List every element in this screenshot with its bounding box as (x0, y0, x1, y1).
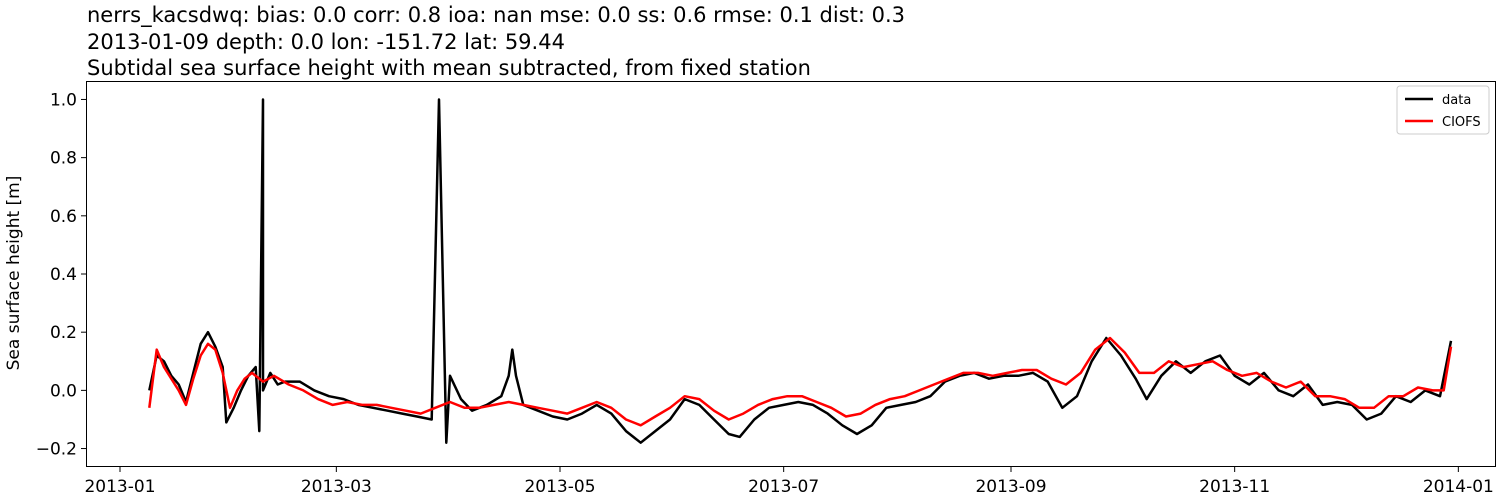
x-tick-label: 2013-09 (975, 477, 1046, 497)
plot-frame (86, 81, 1496, 467)
chart-title-line-2: 2013-01-09 depth: 0.0 lon: -151.72 lat: … (87, 30, 565, 54)
y-tick-label: 0.0 (50, 381, 77, 401)
chart-title-line-3: Subtidal sea surface height with mean su… (87, 56, 811, 80)
series-group (148, 98, 1453, 444)
x-tick-label: 2013-07 (748, 477, 819, 497)
legend-label-data: data (1442, 93, 1471, 108)
y-tick-label: 0.6 (50, 207, 77, 227)
x-axis: 2013-01 2013-03 2013-05 2013-07 2013-09 2013-… (84, 466, 1494, 497)
y-axis-label: Sea surface height [m] (4, 176, 24, 371)
y-axis: −0.2 0.0 0.2 0.4 0.6 0.8 1.0 (36, 90, 87, 460)
y-tick-label: −0.2 (36, 440, 77, 460)
x-tick-label: 2014-01 (1423, 477, 1494, 497)
x-tick-label: 2013-11 (1199, 477, 1270, 497)
legend: data CIOFS (1396, 85, 1490, 135)
y-tick-label: 1.0 (50, 90, 77, 110)
plot-area (86, 81, 1496, 467)
y-tick-label: 0.8 (50, 149, 77, 169)
legend-label-ciofs: CIOFS (1442, 115, 1481, 130)
x-tick-label: 2013-03 (301, 477, 372, 497)
chart-title-line-1: nerrs_kacsdwq: bias: 0.0 corr: 0.8 ioa: … (87, 3, 905, 28)
series-line-ciofs (148, 336, 1453, 427)
y-tick-label: 0.4 (50, 265, 77, 285)
x-tick-label: 2013-05 (524, 477, 595, 497)
x-tick-label: 2013-01 (84, 477, 155, 497)
y-tick-label: 0.2 (50, 323, 77, 343)
series-line-data (148, 98, 1453, 444)
